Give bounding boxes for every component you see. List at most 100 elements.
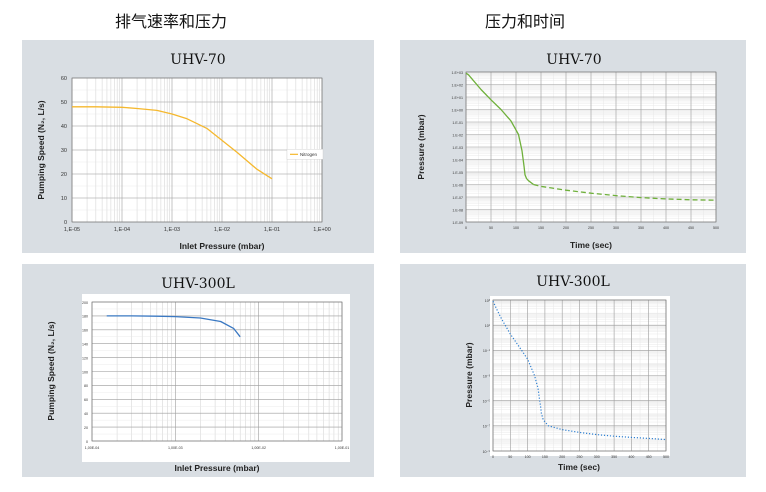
y-tick-label: 140 — [82, 343, 88, 347]
panel-uhv300l-speed: 1,00E-04 1,00E-03 1,00E-02 1,00E-01 0 20 40 60 8… — [22, 264, 374, 477]
series-line — [465, 72, 534, 186]
y-axis-label: Pumping Speed (N₂, L/s) — [46, 321, 56, 420]
series-line-nitrogen — [72, 106, 273, 180]
panel-uhv70-time: 0 50 100 150 200 250 300 350 400 450 500 1.E+03 1.E+… — [400, 40, 746, 253]
chart-uhv70-speed: 1,E-05 1,E-04 1,E-03 1,E-02 1,E-01 1,E+00 0 10 2… — [36, 52, 331, 251]
heading-speed-vs-pressure: 排气速率和压力 — [115, 12, 228, 31]
plot-background — [82, 294, 350, 462]
x-tick-label: 1,E-02 — [214, 227, 230, 233]
y-tick-label: 60 — [61, 76, 67, 82]
y-tick-label: 1.E-09 — [452, 221, 463, 225]
x-tick-label: 1,00E-01 — [335, 446, 350, 450]
x-tick-label: 100 — [525, 455, 531, 459]
chart-title: UHV-300L — [161, 276, 235, 292]
y-tick-label: 50 — [61, 100, 67, 106]
y-tick-label: 30 — [61, 148, 67, 154]
x-tick-label: 100 — [513, 226, 519, 230]
y-tick-label: 160 — [82, 329, 88, 333]
chart-uhv300l-time: 0 50 100 150 200 250 300 350 400 450 500 10³ 10¹ 10⁻¹… — [464, 274, 670, 472]
panel-uhv70-speed: 1,E-05 1,E-04 1,E-03 1,E-02 1,E-01 1,E+00 0 10 2… — [22, 40, 374, 253]
x-tick-label: 250 — [577, 455, 583, 459]
y-tick-label: 10⁻⁹ — [483, 450, 491, 454]
y-tick-label: 1.E-08 — [452, 208, 463, 212]
y-tick-label: 10⁻¹ — [483, 349, 491, 353]
panel-uhv300l-time: 0 50 100 150 200 250 300 350 400 450 500 10³ 10¹ 10⁻¹… — [400, 264, 746, 477]
x-tick-label: 1,00E-04 — [85, 446, 100, 450]
y-tick-label: 100 — [82, 370, 88, 374]
y-tick-label: 10⁻³ — [483, 374, 491, 378]
chart-title: UHV-70 — [170, 52, 225, 68]
x-tick-label: 300 — [613, 226, 619, 230]
x-tick-label: 300 — [594, 455, 600, 459]
y-tick-label: 20 — [61, 172, 67, 178]
legend-box — [286, 149, 324, 160]
plot-frame — [465, 71, 717, 223]
series-line — [492, 300, 667, 441]
y-tick-label: 180 — [82, 315, 88, 319]
x-tick-label: 1,E-03 — [164, 227, 180, 233]
y-tick-label: 1.E-02 — [452, 133, 463, 137]
x-tick-label: 400 — [663, 226, 669, 230]
x-tick-label: 500 — [663, 455, 669, 459]
y-tick-label: 0 — [64, 220, 67, 226]
y-tick-label: 0 — [86, 440, 88, 444]
chart-uhv300l-speed: 1,00E-04 1,00E-03 1,00E-02 1,00E-01 0 20 40 60 8… — [46, 276, 350, 473]
y-tick-label: 10¹ — [485, 324, 491, 328]
y-tick-label: 1.E-01 — [452, 121, 463, 125]
x-tick-label: 0 — [492, 455, 494, 459]
x-tick-label: 1,E+00 — [313, 227, 331, 233]
x-tick-label: 50 — [489, 226, 493, 230]
y-tick-label: 1.E-05 — [452, 171, 463, 175]
plot-frame — [91, 301, 343, 442]
y-tick-label: 10³ — [485, 299, 491, 303]
y-tick-label: 40 — [84, 412, 88, 416]
y-tick-label: 10 — [61, 196, 67, 202]
series-line — [106, 315, 241, 338]
x-tick-label: 150 — [542, 455, 548, 459]
y-axis-label: Pressure (mbar) — [464, 342, 474, 407]
y-tick-label: 10⁻⁵ — [483, 399, 491, 403]
x-tick-label: 450 — [646, 455, 652, 459]
x-tick-label: 50 — [508, 455, 512, 459]
y-tick-label: 20 — [84, 426, 88, 430]
x-axis-label: Inlet Pressure (mbar) — [174, 463, 259, 473]
heading-pressure-vs-time: 压力和时间 — [485, 12, 566, 31]
y-tick-label: 1.E-03 — [452, 146, 463, 150]
x-tick-label: 450 — [688, 226, 694, 230]
chart-title: UHV-70 — [546, 52, 601, 68]
x-tick-label: 1,E-01 — [264, 227, 280, 233]
x-tick-label: 400 — [628, 455, 634, 459]
x-tick-label: 250 — [588, 226, 594, 230]
x-axis-label: Time (sec) — [570, 240, 612, 250]
y-tick-label: 1.E-06 — [452, 183, 463, 187]
y-tick-label: 1.E-07 — [452, 196, 463, 200]
x-axis-label: Time (sec) — [558, 462, 600, 472]
x-tick-label: 200 — [559, 455, 565, 459]
x-tick-label: 0 — [465, 226, 467, 230]
y-axis-label: Pressure (mbar) — [416, 114, 426, 179]
y-tick-label: 1.E+01 — [452, 96, 464, 100]
y-tick-label: 60 — [84, 398, 88, 402]
x-tick-label: 150 — [538, 226, 544, 230]
y-axis-label: Pumping Speed (N₂, L/s) — [36, 100, 46, 199]
chart-uhv70-time: 0 50 100 150 200 250 300 350 400 450 500 1.E+03 1.E+… — [416, 52, 719, 250]
x-tick-label: 350 — [638, 226, 644, 230]
x-tick-label: 500 — [713, 226, 719, 230]
y-tick-label: 120 — [82, 356, 88, 360]
chart-title: UHV-300L — [536, 274, 610, 290]
y-tick-label: 1.E+02 — [452, 83, 464, 87]
y-tick-label: 80 — [84, 384, 88, 388]
x-tick-label: 1,00E-02 — [251, 446, 266, 450]
x-tick-label: 200 — [563, 226, 569, 230]
x-tick-label: 1,00E-03 — [168, 446, 183, 450]
y-tick-label: 1.E+00 — [452, 108, 464, 112]
y-tick-label: 10⁻⁷ — [483, 425, 491, 429]
series-line — [533, 183, 717, 201]
x-tick-label: 1,E-04 — [114, 227, 130, 233]
y-tick-label: 1.E-04 — [452, 158, 463, 162]
y-tick-label: 200 — [82, 301, 88, 305]
y-tick-label: 1.E+03 — [452, 71, 464, 75]
y-tick-label: 40 — [61, 124, 67, 130]
plot-frame — [492, 299, 667, 452]
x-tick-label: 350 — [611, 455, 617, 459]
